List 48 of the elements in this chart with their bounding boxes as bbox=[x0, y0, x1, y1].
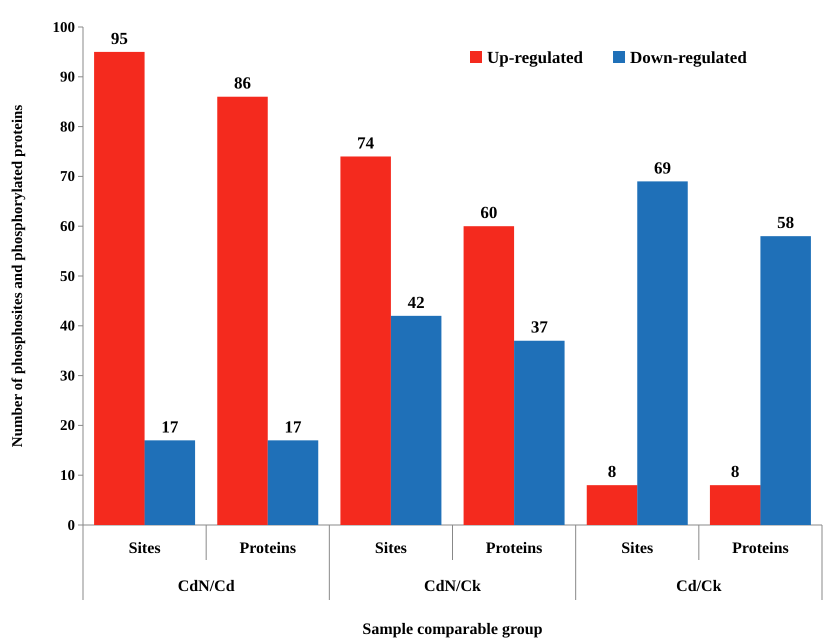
y-tick-label: 80 bbox=[60, 119, 75, 136]
bar bbox=[760, 236, 811, 525]
y-tick-label: 50 bbox=[60, 268, 75, 285]
data-label: 8 bbox=[608, 462, 616, 482]
data-label: 37 bbox=[530, 318, 548, 337]
legend-label: Down-regulated bbox=[630, 48, 748, 67]
data-label: 17 bbox=[161, 417, 179, 436]
x-axis-title: Sample comparable group bbox=[362, 621, 543, 638]
data-label: 86 bbox=[234, 74, 251, 93]
y-tick-label: 10 bbox=[60, 468, 75, 484]
y-tick-label: 60 bbox=[60, 219, 75, 235]
data-label: 17 bbox=[284, 417, 302, 436]
y-tick-label: 0 bbox=[68, 518, 75, 534]
data-label: 74 bbox=[357, 133, 375, 152]
bar bbox=[340, 156, 391, 525]
bar bbox=[514, 340, 565, 525]
y-tick-label: 40 bbox=[60, 318, 75, 335]
y-tick-label: 100 bbox=[52, 20, 75, 36]
bar bbox=[268, 440, 318, 525]
y-tick-label: 90 bbox=[60, 70, 75, 86]
text: CdN/Cd bbox=[178, 578, 235, 595]
x-tick-label: Sites bbox=[621, 540, 654, 557]
bar bbox=[217, 96, 268, 525]
x-tick-label: Proteins bbox=[486, 540, 542, 557]
data-label: 42 bbox=[408, 292, 425, 312]
x-tick-label: Proteins bbox=[239, 540, 296, 557]
y-axis-title: Number of phosphosites and phosphorylated proteins bbox=[10, 104, 26, 448]
bar bbox=[144, 440, 196, 525]
data-label: 58 bbox=[777, 213, 794, 232]
data-label: 8 bbox=[730, 462, 740, 482]
bar bbox=[464, 226, 514, 525]
legend-label: Up-regulated bbox=[487, 48, 584, 67]
text: CdN/Ck bbox=[424, 578, 482, 595]
y-tick-label: 20 bbox=[60, 418, 75, 434]
y-tick-label: 30 bbox=[60, 368, 75, 384]
x-tick-label: Sites bbox=[374, 540, 407, 557]
data-label: 60 bbox=[480, 203, 498, 222]
x-tick-label: Proteins bbox=[732, 540, 789, 557]
bar bbox=[390, 316, 442, 525]
data-label: 69 bbox=[654, 158, 671, 178]
data-label: 95 bbox=[110, 28, 128, 48]
text: Cd/Ck bbox=[676, 578, 722, 595]
bar bbox=[586, 485, 638, 525]
x-tick-label: Sites bbox=[128, 540, 161, 557]
bar bbox=[637, 181, 688, 525]
bar bbox=[710, 485, 760, 525]
bar bbox=[94, 52, 145, 525]
y-tick-label: 70 bbox=[60, 169, 75, 186]
